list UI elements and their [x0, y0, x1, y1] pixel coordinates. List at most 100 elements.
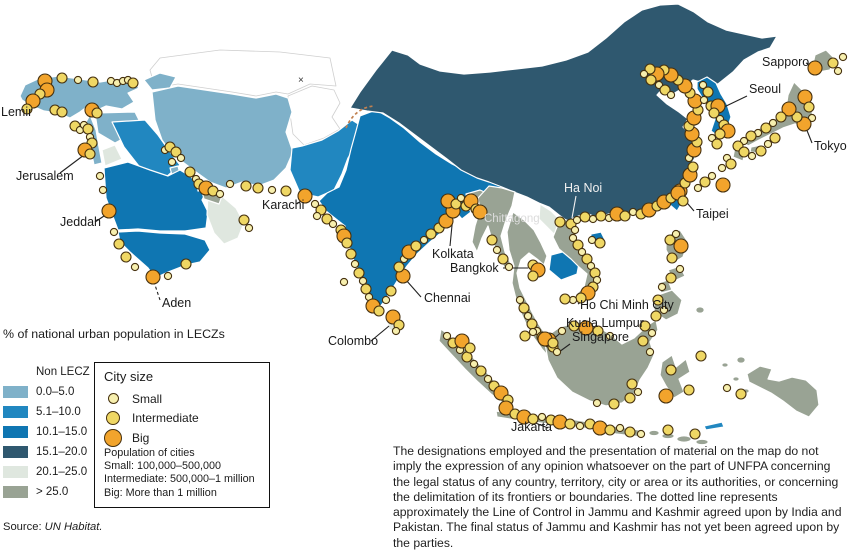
city-marker-m — [699, 176, 711, 188]
legend-swatch — [3, 406, 28, 418]
city-marker-b — [454, 333, 470, 349]
city-marker-m — [385, 285, 397, 297]
city-marker-s — [523, 311, 533, 321]
city-marker-m — [184, 166, 196, 178]
city-size-row: Small — [104, 389, 199, 409]
label-pointer-line — [153, 281, 161, 301]
city-marker-s — [528, 327, 538, 337]
city-marker-s — [492, 245, 502, 255]
legend-range-label: 20.1–25.0 — [36, 466, 88, 478]
city-marker-m — [127, 77, 139, 89]
city-marker-s — [391, 326, 401, 336]
label-pointer-line — [405, 279, 422, 298]
city-marker-s — [552, 347, 562, 357]
city-marker-s — [328, 219, 338, 229]
city-label: Kolkata — [432, 247, 474, 261]
label-pointer-line — [571, 195, 577, 219]
city-marker-s — [381, 295, 391, 305]
city-label: Ho Chi Minh City — [580, 298, 675, 312]
city-marker-s — [557, 326, 567, 336]
city-marker-s — [73, 75, 83, 85]
city-marker-s — [163, 271, 173, 281]
legend-swatch — [3, 426, 28, 438]
city-label: Taipei — [696, 207, 729, 221]
city-marker-m — [687, 161, 699, 173]
region-papua — [746, 365, 820, 418]
city-marker-m — [652, 294, 664, 306]
city-label: Singapore — [572, 330, 629, 344]
city-marker-m — [755, 145, 767, 157]
city-label: Chittagong — [484, 213, 540, 225]
city-marker-s — [350, 259, 360, 269]
city-marker-m — [714, 128, 726, 140]
city-marker-m — [559, 293, 571, 305]
city-marker-m — [527, 413, 539, 425]
city-marker-m — [572, 239, 584, 251]
population-note-line: Small: 100,000–500,000 — [104, 460, 222, 473]
city-marker-s — [592, 398, 602, 408]
source-prefix: Source: — [3, 521, 45, 533]
city-marker-m — [708, 107, 720, 119]
city-label: Bangkok — [450, 261, 499, 275]
population-note-line: Big: More than 1 million — [104, 486, 217, 499]
city-marker-m — [662, 424, 674, 436]
city-marker-m — [238, 214, 250, 226]
asia-leczs-map: Lemir Jerusalem Jeddah Aden Karachi Colombo Ch… — [1, 3, 848, 445]
city-marker-m — [775, 111, 787, 123]
city-marker-s — [176, 153, 186, 163]
city-marker-m — [373, 305, 385, 317]
city-marker-m — [527, 270, 539, 282]
city-marker-m — [624, 426, 636, 438]
city-marker-m — [735, 388, 747, 400]
city-marker-s — [675, 264, 685, 274]
city-label: Chennai — [424, 291, 471, 305]
city-marker-m — [353, 267, 365, 279]
leczs-legend: Non LECZ 0.0–5.0 5.1–10.0 10.1–15.0 15.1–20.… — [3, 362, 90, 502]
city-marker-m — [393, 261, 405, 273]
city-marker-m — [410, 240, 422, 252]
city-marker-m — [803, 101, 815, 113]
region-caucasus — [143, 72, 177, 91]
city-marker-s — [838, 52, 848, 62]
city-marker-m — [82, 123, 94, 135]
city-marker-m — [738, 146, 750, 158]
city-marker-s — [577, 247, 587, 257]
city-marker-m — [252, 182, 264, 194]
city-marker-m — [345, 248, 357, 260]
city-marker-m — [595, 210, 607, 222]
city-marker-s — [267, 185, 277, 195]
city-marker-s — [109, 227, 119, 237]
city-marker-m — [464, 342, 476, 354]
population-note-title: Population of cities — [104, 447, 195, 459]
city-marker-s — [568, 295, 578, 305]
city-marker-m — [745, 130, 757, 142]
city-marker-s — [469, 359, 479, 369]
city-marker-s — [647, 328, 657, 338]
islet — [732, 376, 740, 382]
city-marker-m — [91, 107, 103, 119]
city-size-b-icon — [104, 428, 122, 447]
region-jordan — [101, 144, 123, 167]
city-marker-m — [665, 364, 677, 376]
legend-row: 15.1–20.0 — [3, 442, 90, 462]
legend-row-non-lecz: Non LECZ — [3, 362, 90, 382]
region-oman — [206, 191, 245, 245]
city-marker-m — [554, 216, 566, 228]
city-marker-m — [677, 195, 689, 207]
city-marker-m — [581, 253, 593, 265]
city-marker-s — [698, 80, 708, 90]
legend-range-label: 10.1–15.0 — [36, 426, 88, 438]
city-marker-m — [769, 132, 781, 144]
city-marker-s — [722, 383, 732, 393]
city-label: Seoul — [749, 82, 781, 96]
city-marker-m — [760, 122, 772, 134]
islet — [695, 439, 709, 445]
islet — [695, 306, 705, 314]
source-text: UN Habitat. — [44, 521, 103, 533]
city-size-title: City size — [104, 369, 154, 384]
city-label: Jakarta — [511, 420, 552, 434]
region-yemen — [117, 230, 211, 279]
city-marker-b — [145, 269, 161, 285]
city-marker-m — [624, 392, 636, 404]
